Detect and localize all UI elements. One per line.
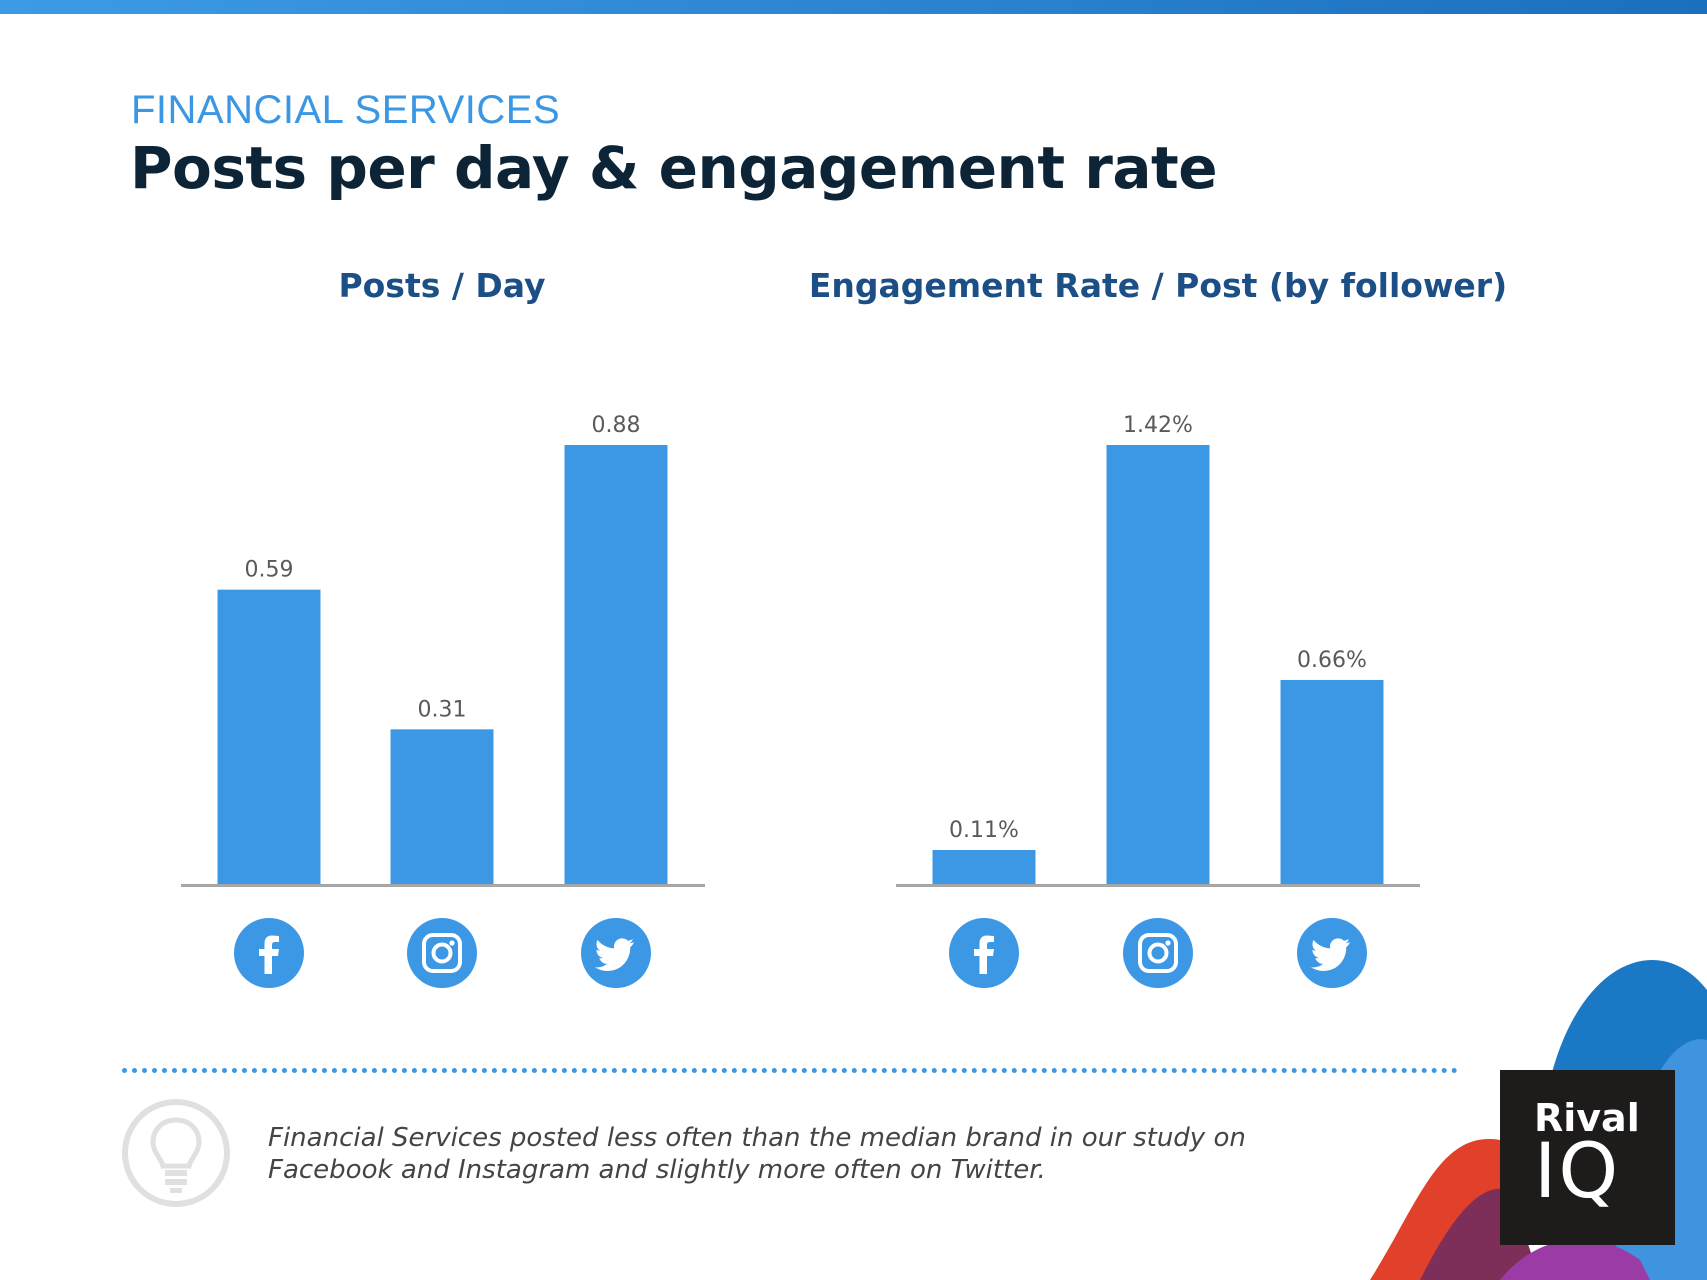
industry-kicker: FINANCIAL SERVICES	[131, 88, 561, 132]
bar-twitter	[564, 445, 668, 884]
instagram-icon	[407, 918, 477, 988]
value-label-twitter: 0.66%	[1297, 648, 1367, 673]
bar-facebook	[217, 589, 321, 884]
instagram-icon	[1123, 918, 1193, 988]
twitter-icon	[1297, 918, 1367, 988]
bar-instagram	[390, 729, 494, 884]
facebook-icon	[949, 918, 1019, 988]
rival-iq-logo: Rival IQ	[1500, 1070, 1675, 1245]
logo-line2: IQ	[1534, 1126, 1621, 1215]
section-divider	[122, 1068, 1458, 1073]
page-title: Posts per day & engagement rate	[130, 134, 1218, 202]
value-label-instagram: 1.42%	[1123, 413, 1193, 438]
bar-charts: 0.59 0.31 0.88 0.11% 1.42% 0.66%	[181, 413, 1420, 887]
facebook-icon	[234, 918, 304, 988]
value-label-facebook: 0.59	[245, 558, 294, 583]
bar-twitter	[1280, 679, 1384, 884]
lightbulb-icon	[122, 1099, 230, 1207]
logo-line1: Rival	[1534, 1096, 1640, 1140]
value-label-instagram: 0.31	[418, 697, 467, 722]
bar-facebook	[932, 849, 1036, 884]
chart-title-posts-per-day: Posts / Day	[338, 266, 546, 305]
value-label-twitter: 0.88	[592, 413, 641, 438]
bar-instagram	[1106, 445, 1210, 884]
value-label-facebook: 0.11%	[949, 818, 1019, 843]
twitter-icon	[581, 918, 651, 988]
chart-title-engagement-rate: Engagement Rate / Post (by follower)	[808, 266, 1508, 305]
insight-text: Financial Services posted less often tha…	[268, 1123, 1246, 1185]
top-accent-bar	[0, 0, 1707, 14]
